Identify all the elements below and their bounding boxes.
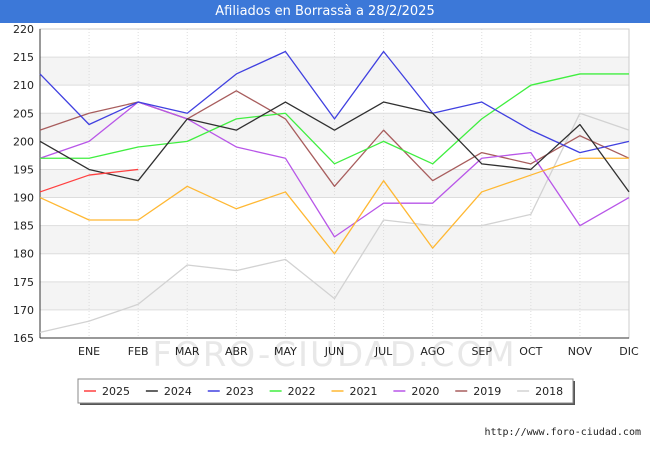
x-tick-label: MAR [175, 345, 200, 358]
y-tick-label: 195 [13, 163, 34, 176]
legend-label-2022: 2022 [288, 385, 316, 398]
x-tick-label: ABR [225, 345, 248, 358]
y-tick-label: 190 [13, 192, 34, 205]
x-tick-label: JUL [374, 345, 393, 358]
x-tick-label: MAY [274, 345, 297, 358]
legend-label-2025: 2025 [102, 385, 130, 398]
y-tick-label: 205 [13, 107, 34, 120]
series-line-2018 [39, 112, 630, 334]
series-line-2022 [40, 73, 629, 165]
x-tick-label: AGO [420, 345, 445, 358]
series-line-2025 [39, 168, 139, 193]
legend-label-2019: 2019 [473, 385, 501, 398]
y-tick-label: 175 [13, 276, 34, 289]
series-line-2024 [39, 101, 630, 193]
plot-band [40, 169, 629, 198]
source-url[interactable]: http://www.foro-ciudad.com [484, 427, 641, 438]
y-tick-label: 210 [13, 79, 34, 92]
legend-label-2020: 2020 [411, 385, 439, 398]
x-tick-label: SEP [471, 345, 492, 358]
y-tick-label: 165 [13, 332, 34, 345]
plot-band [40, 253, 629, 282]
x-tick-label: DIC [619, 345, 639, 358]
y-tick-label: 215 [13, 51, 34, 64]
x-tick-label: OCT [519, 345, 542, 358]
x-tick-label: ENE [78, 345, 100, 358]
legend-label-2023: 2023 [226, 385, 254, 398]
legend-label-2024: 2024 [164, 385, 192, 398]
legend-label-2018: 2018 [535, 385, 563, 398]
y-tick-label: 170 [13, 304, 34, 317]
chart-title: Afiliados en Borrassà a 28/2/2025 [0, 0, 650, 23]
legend-box [77, 378, 574, 404]
y-tick-label: 200 [13, 135, 34, 148]
watermark-text: FORO-CIUDAD.COM [152, 335, 516, 375]
series-line-2023 [39, 50, 630, 154]
plot-band [40, 197, 629, 226]
plot-band [40, 29, 629, 58]
series-line-2021 [39, 157, 629, 255]
y-tick-label: 220 [13, 23, 34, 36]
x-tick-label: FEB [128, 345, 149, 358]
y-tick-label: 180 [13, 248, 34, 261]
x-tick-label: NOV [568, 345, 593, 358]
legend-label-2021: 2021 [350, 385, 378, 398]
x-tick-label: JUN [324, 345, 345, 358]
y-tick-label: 185 [13, 220, 34, 233]
